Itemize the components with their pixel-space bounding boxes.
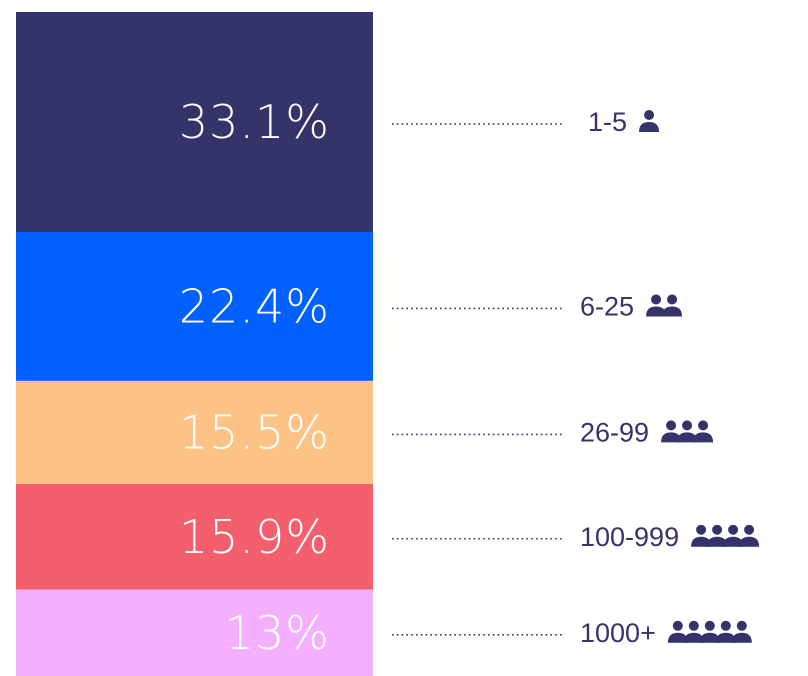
icon-body [715,632,736,643]
icon-head [651,294,662,305]
people-icon [661,420,714,443]
icon-body [707,536,728,547]
bar-segment [16,589,373,676]
category-label: 1-5 [588,107,627,137]
icon-body [683,632,704,643]
people-icon [639,110,660,133]
icon-head [644,110,655,121]
icon-head [696,524,707,535]
icon-head [704,620,715,631]
category-label: 26-99 [580,417,649,447]
icon-head [698,420,709,431]
icon-head [667,294,678,305]
value-label: 33.1% [179,95,330,149]
icon-body [639,122,660,133]
icon-body [723,536,744,547]
icon-head [682,420,693,431]
icon-body [693,432,714,443]
people-icon [667,620,752,643]
people-icon [646,294,683,317]
bar-segment [16,483,373,590]
people-icon [691,524,760,547]
value-label: 13% [225,606,330,660]
bar-segment [16,12,373,233]
icon-body [667,632,688,643]
bar-segment [16,232,373,381]
icon-body [646,306,667,317]
category-label: 1000+ [580,618,656,648]
icon-head [712,524,723,535]
category-label: 6-25 [580,291,634,321]
icon-head [720,620,731,631]
icon-head [736,620,747,631]
icon-head [666,420,677,431]
value-label: 15.9% [179,510,330,564]
value-label: 15.5% [179,405,330,459]
icon-body [731,632,752,643]
category-label: 100-999 [580,522,679,552]
icon-body [739,536,760,547]
icon-head [688,620,699,631]
icon-head [672,620,683,631]
value-label: 22.4% [179,279,330,333]
icon-body [662,306,683,317]
icon-body [691,536,712,547]
icon-body [661,432,682,443]
icon-head [744,524,755,535]
icon-body [699,632,720,643]
bar-segment [16,380,373,484]
icon-body [677,432,698,443]
icon-head [728,524,739,535]
